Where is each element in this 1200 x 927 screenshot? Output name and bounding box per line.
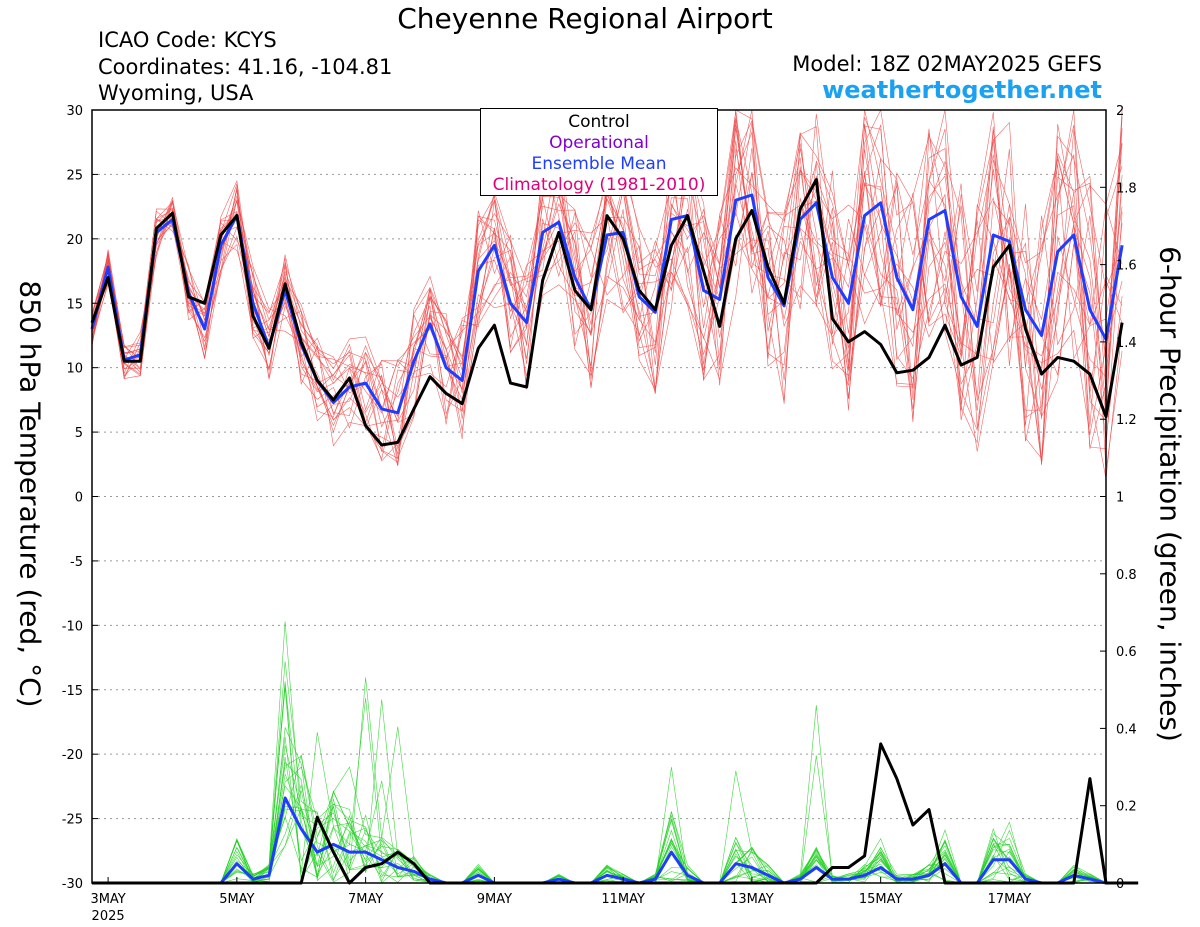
temperature-member-line [91, 109, 1123, 464]
temperature-mean-line [90, 193, 1124, 415]
precip-member-line [92, 780, 1123, 884]
y-right-tick-label: 1.4 [1116, 336, 1137, 351]
precip-member-line [92, 661, 1123, 884]
precip-mean-line [92, 796, 1123, 885]
y-left-tick-label: 0 [75, 491, 83, 506]
precip-member-line [92, 621, 1123, 884]
y-right-tick-label: 0 [1116, 877, 1124, 892]
y-right-tick-label: 1.8 [1116, 181, 1137, 196]
legend: Control Operational Ensemble Mean Climat… [480, 108, 718, 196]
x-tick-label: 5MAY [219, 892, 254, 907]
y-left-tick-label: -5 [70, 555, 83, 570]
precip-member-line [92, 687, 1123, 884]
grid-lines [92, 173, 1106, 820]
y-left-tick-label: 10 [66, 362, 83, 377]
y-left-tick-label: -15 [62, 684, 83, 699]
y-right-tick-label: 0.6 [1116, 645, 1137, 660]
x-tick-label: 13MAY [730, 892, 774, 907]
y-left-tick-label: 15 [66, 297, 83, 312]
y-left-tick-label: -20 [62, 748, 83, 763]
legend-ensemble-mean: Ensemble Mean [531, 154, 667, 174]
precip-member-line [92, 705, 1123, 884]
y-left-tick-label: 25 [66, 168, 83, 183]
y-left-tick-label: -25 [62, 813, 83, 828]
icao-code: ICAO Code: KCYS [98, 28, 277, 52]
coordinates: Coordinates: 41.16, -104.81 [98, 55, 393, 79]
precip-member-line [92, 677, 1123, 884]
y-left-tick-label: -30 [62, 877, 83, 892]
precip-member-line [92, 754, 1123, 884]
legend-operational: Operational [549, 133, 649, 153]
precip-member-line [92, 699, 1123, 884]
x-tick-sublabel: 2025 [92, 909, 125, 924]
temperature-member-line [91, 143, 1123, 467]
y-right-tick-label: 1.6 [1116, 259, 1137, 274]
page-title: Cheyenne Regional Airport [397, 2, 773, 35]
x-tick-label: 3MAY [90, 892, 125, 907]
temperature-member-line [91, 109, 1123, 462]
x-tick-label: 7MAY [348, 892, 383, 907]
precip-member-line [92, 683, 1123, 884]
site-link[interactable]: weathertogether.net [822, 76, 1102, 104]
model-run: Model: 18Z 02MAY2025 GEFS [792, 52, 1102, 76]
y-left-tick-label: 5 [75, 426, 83, 441]
temperature-control-line [90, 178, 1124, 447]
x-tick-label: 9MAY [477, 892, 512, 907]
y-right-tick-label: 1.2 [1116, 413, 1137, 428]
ensemble-members [91, 109, 1123, 884]
y-right-tick-label: 0.4 [1116, 722, 1137, 737]
precip-member-line [92, 697, 1123, 884]
precip-member-line [92, 726, 1123, 884]
legend-control: Control [568, 112, 630, 132]
axes: 302520151050-5-10-15-20-25-3021.81.61.41… [62, 104, 1137, 924]
region: Wyoming, USA [98, 81, 254, 105]
y-left-tick-label: 30 [66, 104, 83, 119]
legend-climatology: Climatology (1981-2010) [492, 175, 706, 195]
y-left-tick-label: 20 [66, 233, 83, 248]
y-right-tick-label: 0.2 [1116, 800, 1137, 815]
x-tick-label: 17MAY [988, 892, 1032, 907]
y-right-tick-label: 1 [1116, 491, 1124, 506]
y-right-tick-label: 0.8 [1116, 568, 1137, 583]
y-right-tick-label: 2 [1116, 104, 1124, 119]
x-tick-label: 15MAY [859, 892, 903, 907]
y-left-tick-label: -10 [62, 619, 83, 634]
precip-member-line [92, 755, 1123, 884]
precip-control-line [92, 742, 1139, 885]
temperature-member-line [91, 112, 1123, 427]
x-tick-label: 11MAY [601, 892, 645, 907]
